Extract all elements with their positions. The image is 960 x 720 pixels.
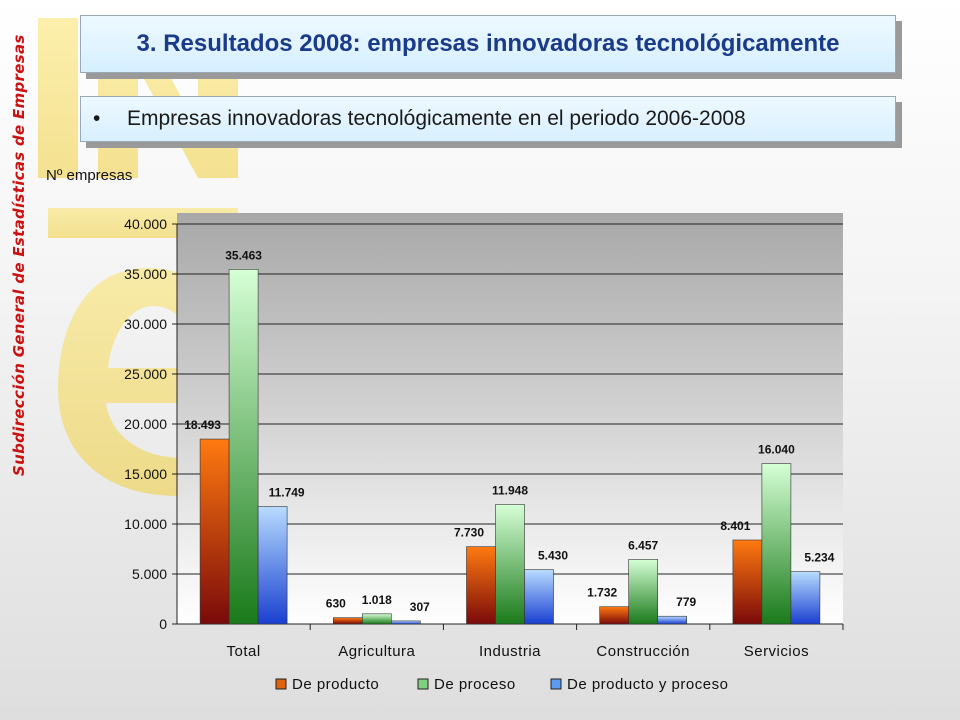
data-label: 16.040: [758, 443, 795, 457]
data-label: 8.401: [720, 519, 750, 533]
data-label: 7.730: [454, 526, 484, 540]
legend-label: De producto: [292, 676, 379, 693]
bar-construcción-2: [657, 615, 688, 625]
bar-industria-0: [466, 546, 496, 625]
y-tick-label: 5.000: [132, 566, 167, 582]
y-tick-label: 0: [159, 616, 167, 632]
data-label: 307: [410, 600, 430, 614]
data-label: 18.493: [184, 418, 221, 432]
bar-agricultura-0: [332, 617, 363, 625]
x-category-label: Construcción: [596, 643, 690, 660]
x-category-label: Industria: [479, 643, 541, 660]
y-axis-label: Nº empresas: [46, 167, 133, 184]
bar-servicios-1: [761, 463, 792, 625]
bar-agricultura-1: [361, 613, 392, 625]
legend-label: De producto y proceso: [567, 676, 728, 693]
y-tick-label: 15.000: [124, 466, 167, 482]
y-tick-label: 35.000: [124, 266, 167, 282]
bar-industria-1: [495, 504, 525, 625]
bar-total-1: [228, 269, 259, 625]
data-label: 6.457: [628, 538, 658, 552]
y-tick-label: 40.000: [124, 216, 167, 232]
page-title: 3. Resultados 2008: empresas innovadoras…: [80, 15, 896, 73]
bar-servicios-2: [790, 571, 821, 625]
data-label: 5.430: [538, 549, 568, 563]
x-category-label: Total: [227, 643, 261, 660]
bar-agricultura-2: [390, 620, 421, 625]
data-label: 1.018: [362, 593, 392, 607]
legend-swatch: [275, 678, 287, 690]
bar-total-2: [257, 506, 288, 625]
legend-label: De proceso: [434, 676, 516, 693]
data-label: 779: [676, 595, 696, 609]
data-label: 630: [326, 597, 346, 611]
data-label: 5.234: [804, 551, 834, 565]
data-label: 11.948: [492, 484, 528, 498]
y-tick-label: 30.000: [124, 316, 167, 332]
legend-swatch: [417, 678, 429, 690]
subtitle-box: • Empresas innovadoras tecnológicamente …: [80, 96, 896, 142]
bar-construcción-1: [628, 559, 659, 625]
data-label: 1.732: [587, 586, 617, 600]
bar-total-0: [199, 438, 230, 625]
bullet-icon: •: [93, 107, 101, 130]
y-tick-label: 25.000: [124, 366, 167, 382]
x-category-label: Agricultura: [338, 643, 415, 660]
bar-servicios-0: [732, 539, 763, 625]
data-label: 35.463: [225, 248, 262, 262]
y-tick-label: 20.000: [124, 416, 167, 432]
bar-construcción-0: [599, 606, 630, 625]
data-label: 11.749: [269, 486, 305, 500]
y-tick-label: 10.000: [124, 516, 167, 532]
bar-industria-2: [524, 569, 554, 625]
legend-swatch: [550, 678, 562, 690]
subtitle-text: Empresas innovadoras tecnológicamente en…: [127, 107, 746, 130]
x-category-label: Servicios: [744, 643, 809, 660]
